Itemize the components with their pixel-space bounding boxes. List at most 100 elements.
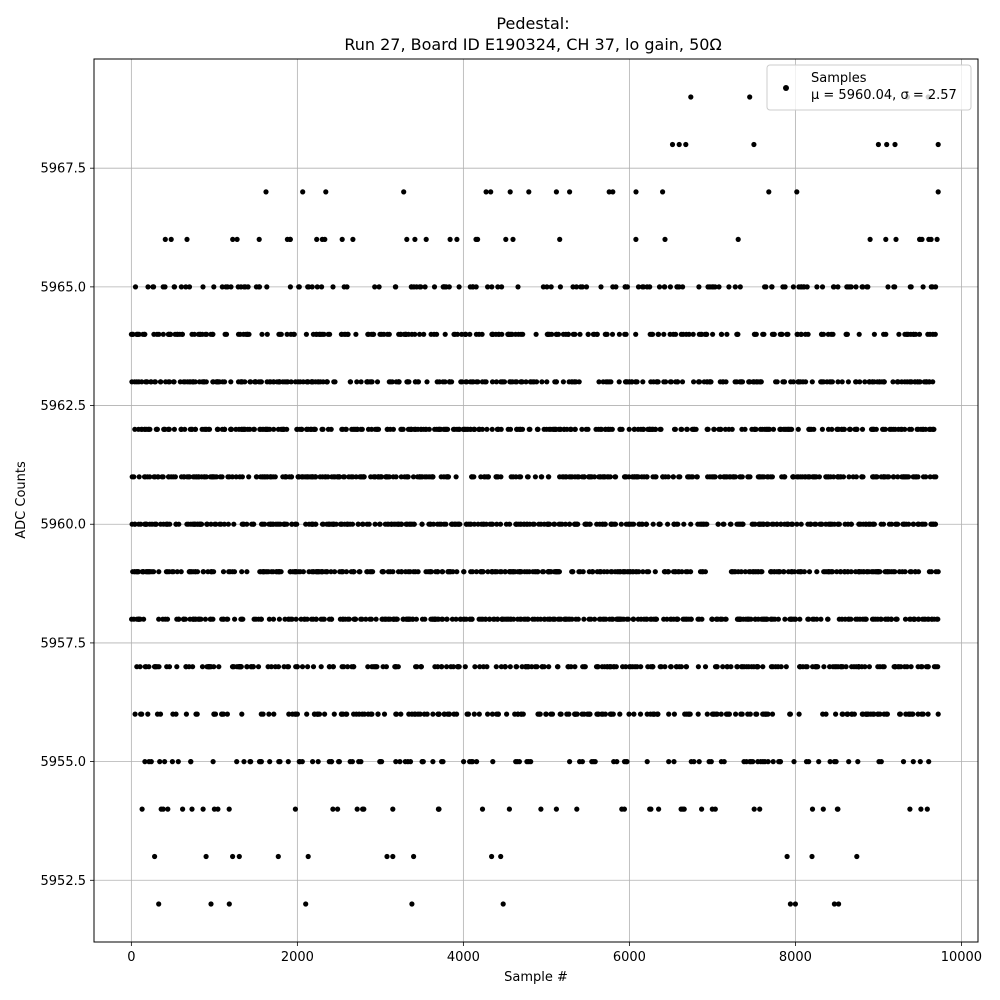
sample-point bbox=[418, 284, 424, 290]
sample-point bbox=[831, 474, 837, 480]
sample-point bbox=[322, 474, 328, 480]
sample-point bbox=[430, 521, 437, 527]
sample-point bbox=[374, 379, 381, 385]
sample-point bbox=[151, 474, 157, 480]
sample-point bbox=[633, 189, 639, 195]
sample-point bbox=[430, 711, 436, 717]
sample-point bbox=[212, 521, 218, 527]
sample-point bbox=[711, 474, 718, 480]
sample-point bbox=[897, 711, 903, 717]
sample-point bbox=[526, 426, 532, 432]
sample-point bbox=[863, 616, 869, 622]
sample-point bbox=[190, 474, 196, 480]
sample-point bbox=[135, 426, 142, 432]
sample-point bbox=[845, 379, 852, 385]
sample-point bbox=[424, 379, 430, 385]
sample-point bbox=[675, 379, 681, 385]
sample-point bbox=[631, 426, 638, 432]
sample-point bbox=[388, 521, 395, 527]
sample-point bbox=[896, 331, 902, 337]
sample-point bbox=[264, 331, 270, 337]
sample-point bbox=[602, 521, 608, 527]
sample-point bbox=[430, 759, 436, 765]
sample-point bbox=[503, 521, 509, 527]
sample-point bbox=[678, 664, 685, 670]
sample-point bbox=[365, 711, 371, 717]
sample-point bbox=[791, 759, 797, 765]
sample-point bbox=[131, 616, 137, 622]
sample-point bbox=[611, 664, 617, 670]
sample-point bbox=[892, 284, 898, 290]
sample-point bbox=[622, 331, 628, 337]
sample-point bbox=[401, 331, 407, 337]
sample-point bbox=[136, 521, 142, 527]
sample-point bbox=[803, 759, 810, 765]
sample-point bbox=[435, 569, 441, 575]
sample-point bbox=[721, 759, 727, 765]
sample-point bbox=[146, 664, 152, 670]
sample-point bbox=[256, 284, 262, 290]
sample-point bbox=[621, 806, 628, 812]
sample-point bbox=[926, 759, 932, 765]
grid-lines bbox=[94, 59, 978, 942]
sample-point bbox=[441, 426, 447, 432]
sample-point bbox=[631, 711, 637, 717]
sample-point bbox=[751, 806, 757, 812]
sample-point bbox=[330, 664, 336, 670]
sample-point bbox=[502, 664, 508, 670]
sample-point bbox=[766, 189, 772, 195]
sample-point bbox=[690, 331, 696, 337]
sample-point bbox=[886, 569, 893, 575]
sample-point bbox=[661, 569, 668, 575]
sample-point bbox=[646, 426, 652, 432]
sample-point bbox=[783, 664, 789, 670]
sample-point bbox=[736, 616, 743, 622]
sample-point bbox=[132, 284, 139, 290]
sample-point bbox=[705, 474, 711, 480]
sample-point bbox=[214, 426, 221, 432]
sample-point bbox=[338, 711, 344, 717]
sample-point bbox=[806, 474, 812, 480]
sample-point bbox=[340, 569, 346, 575]
sample-point bbox=[225, 521, 231, 527]
sample-point bbox=[407, 569, 413, 575]
sample-point bbox=[211, 569, 217, 575]
sample-point bbox=[143, 569, 149, 575]
sample-point bbox=[722, 426, 729, 432]
sample-point bbox=[883, 236, 889, 242]
sample-point bbox=[201, 474, 207, 480]
sample-point bbox=[412, 379, 419, 385]
sample-point bbox=[651, 711, 657, 717]
sample-point bbox=[514, 521, 520, 527]
sample-point bbox=[832, 664, 838, 670]
sample-point bbox=[384, 853, 390, 860]
sample-point bbox=[315, 379, 321, 385]
sample-point bbox=[495, 331, 502, 337]
sample-point bbox=[630, 664, 636, 670]
sample-point bbox=[391, 616, 397, 622]
sample-point bbox=[332, 379, 338, 385]
sample-point bbox=[610, 711, 616, 717]
sample-point bbox=[867, 236, 873, 242]
sample-point bbox=[787, 616, 793, 622]
sample-point bbox=[193, 711, 199, 717]
sample-point bbox=[251, 616, 257, 622]
sample-point bbox=[606, 426, 612, 432]
sample-point bbox=[254, 474, 260, 480]
sample-point bbox=[237, 331, 243, 337]
sample-point bbox=[924, 806, 930, 812]
sample-point bbox=[440, 569, 446, 575]
sample-point bbox=[189, 806, 195, 812]
sample-point bbox=[191, 521, 198, 527]
sample-point bbox=[544, 521, 551, 527]
sample-point bbox=[219, 711, 225, 717]
sample-point bbox=[508, 474, 514, 480]
sample-point bbox=[515, 711, 521, 717]
sample-point bbox=[713, 616, 720, 622]
sample-point bbox=[602, 331, 608, 337]
sample-point bbox=[699, 521, 705, 527]
sample-point bbox=[551, 521, 557, 527]
sample-point bbox=[740, 664, 746, 670]
sample-point bbox=[285, 664, 292, 670]
sample-point bbox=[151, 664, 158, 670]
